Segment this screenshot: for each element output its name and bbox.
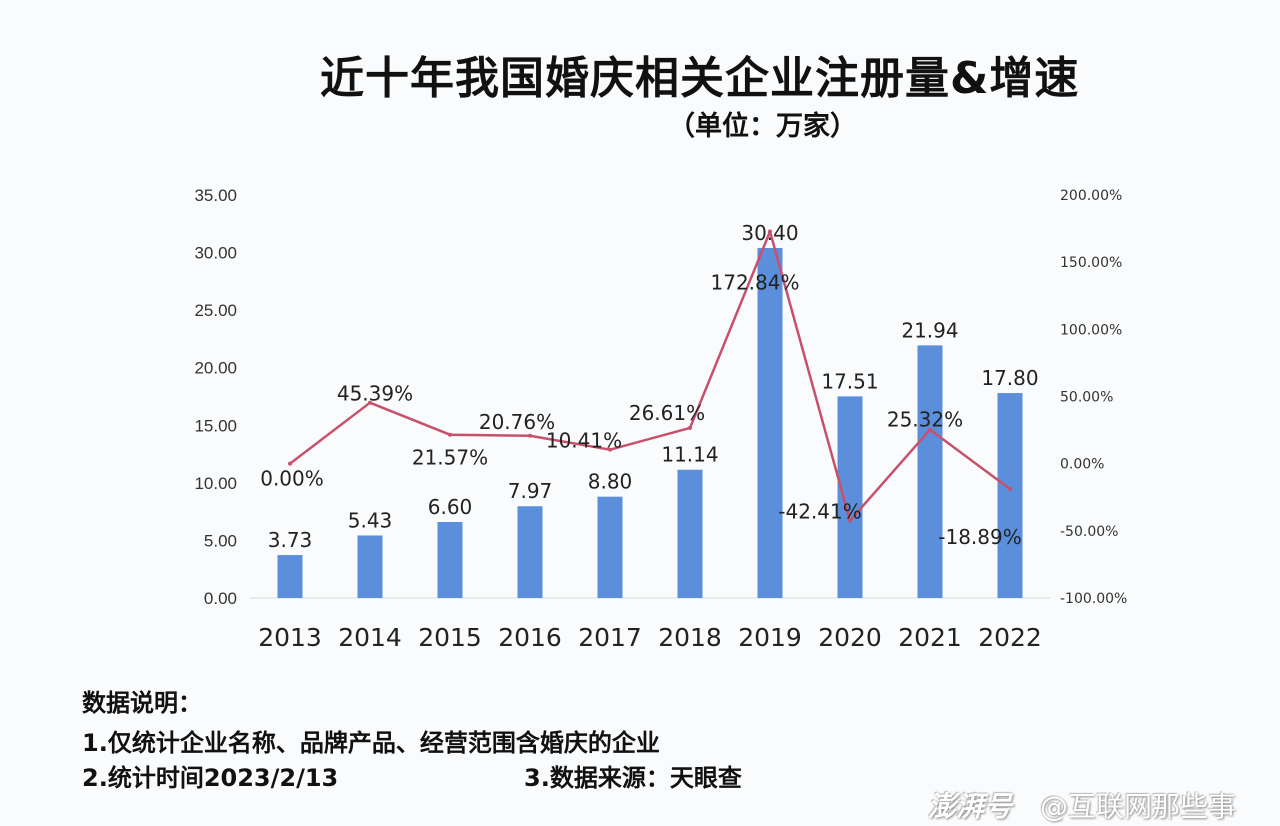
growth-point <box>608 447 612 452</box>
bar-value-label: 17.80 <box>981 366 1038 390</box>
watermark-author: @互联网那些事 <box>1040 790 1237 823</box>
left-tick-label: 20.00 <box>194 359 237 378</box>
growth-point <box>528 433 532 438</box>
growth-value-label: 21.57% <box>412 446 488 470</box>
bar <box>677 469 703 598</box>
left-tick-label: 30.00 <box>194 244 237 263</box>
bar <box>597 496 623 598</box>
left-tick-label: 35.00 <box>194 186 237 205</box>
right-tick-label: 100.00% <box>1060 322 1122 338</box>
growth-point <box>1008 487 1012 492</box>
right-tick-label: -50.00% <box>1060 524 1118 540</box>
growth-value-label: 172.84% <box>711 270 800 294</box>
growth-point <box>288 461 292 466</box>
growth-point <box>688 425 692 430</box>
left-tick-label: 25.00 <box>194 301 237 320</box>
combo-chart: 0.00 5.00 10.00 15.00 20.00 25.00 30.00 35.00 -1… <box>194 186 1127 652</box>
growth-line <box>289 230 1011 522</box>
growth-value-label: 45.39% <box>337 382 413 406</box>
bar-value-label: 17.51 <box>821 369 878 393</box>
bar-value-label: 6.60 <box>428 495 473 519</box>
x-tick-label: 2015 <box>418 623 482 652</box>
note-2: 2.统计时间2023/2/13 <box>82 764 339 792</box>
bar-value-label: 7.97 <box>508 479 553 503</box>
growth-point <box>368 400 372 405</box>
growth-point <box>848 518 852 523</box>
left-tick-label: 10.00 <box>194 474 237 493</box>
x-tick-label: 2018 <box>658 623 722 652</box>
right-tick-label: -100.00% <box>1060 591 1127 607</box>
growth-value-label: -42.41% <box>778 500 861 524</box>
x-tick-label: 2019 <box>738 623 802 652</box>
bar <box>997 393 1023 598</box>
x-tick-label: 2017 <box>578 623 642 652</box>
growth-value-label: 0.00% <box>260 467 324 491</box>
bar <box>757 247 783 599</box>
right-tick-label: 200.00% <box>1060 188 1122 204</box>
watermark-logo: 澎湃号 <box>928 790 1013 823</box>
bar-value-label: 5.43 <box>348 508 393 532</box>
bar <box>917 345 943 598</box>
bar-value-label: 21.94 <box>901 318 958 342</box>
x-tick-label: 2020 <box>818 623 882 652</box>
x-tick-label: 2016 <box>498 623 562 652</box>
bar <box>517 506 543 598</box>
right-tick-label: 50.00% <box>1060 390 1113 406</box>
chart-title: 近十年我国婚庆相关企业注册量&增速 <box>320 53 1080 104</box>
x-tick-label: 2022 <box>978 623 1042 652</box>
growth-point <box>448 432 452 437</box>
left-tick-label: 5.00 <box>204 531 237 550</box>
left-tick-label: 0.00 <box>204 589 237 608</box>
bar-value-label: 3.73 <box>268 528 313 552</box>
note-3: 3.数据来源：天眼查 <box>524 764 742 792</box>
bar-value-label: 11.14 <box>661 443 718 467</box>
growth-value-label: 10.41% <box>546 429 622 453</box>
growth-value-label: 20.76% <box>479 410 555 434</box>
left-tick-label: 15.00 <box>194 416 237 435</box>
growth-point <box>768 229 772 234</box>
growth-value-label: 26.61% <box>629 401 705 425</box>
chart-subtitle: （单位：万家） <box>668 111 857 142</box>
note-1: 1.仅统计企业名称、品牌产品、经营范围含婚庆的企业 <box>82 729 660 757</box>
notes-heading: 数据说明： <box>82 689 202 717</box>
x-tick-label: 2021 <box>898 623 962 652</box>
bar <box>437 522 463 598</box>
bar <box>357 535 383 598</box>
x-tick-label: 2013 <box>258 623 322 652</box>
bar-value-label: 8.80 <box>588 470 633 494</box>
bar <box>277 555 303 598</box>
right-tick-label: 0.00% <box>1060 457 1104 473</box>
bar <box>837 396 863 598</box>
growth-value-label: -18.89% <box>938 525 1021 549</box>
right-tick-label: 150.00% <box>1060 255 1122 271</box>
growth-point <box>928 427 932 432</box>
x-tick-label: 2014 <box>338 623 402 652</box>
growth-value-label: 25.32% <box>887 408 963 432</box>
